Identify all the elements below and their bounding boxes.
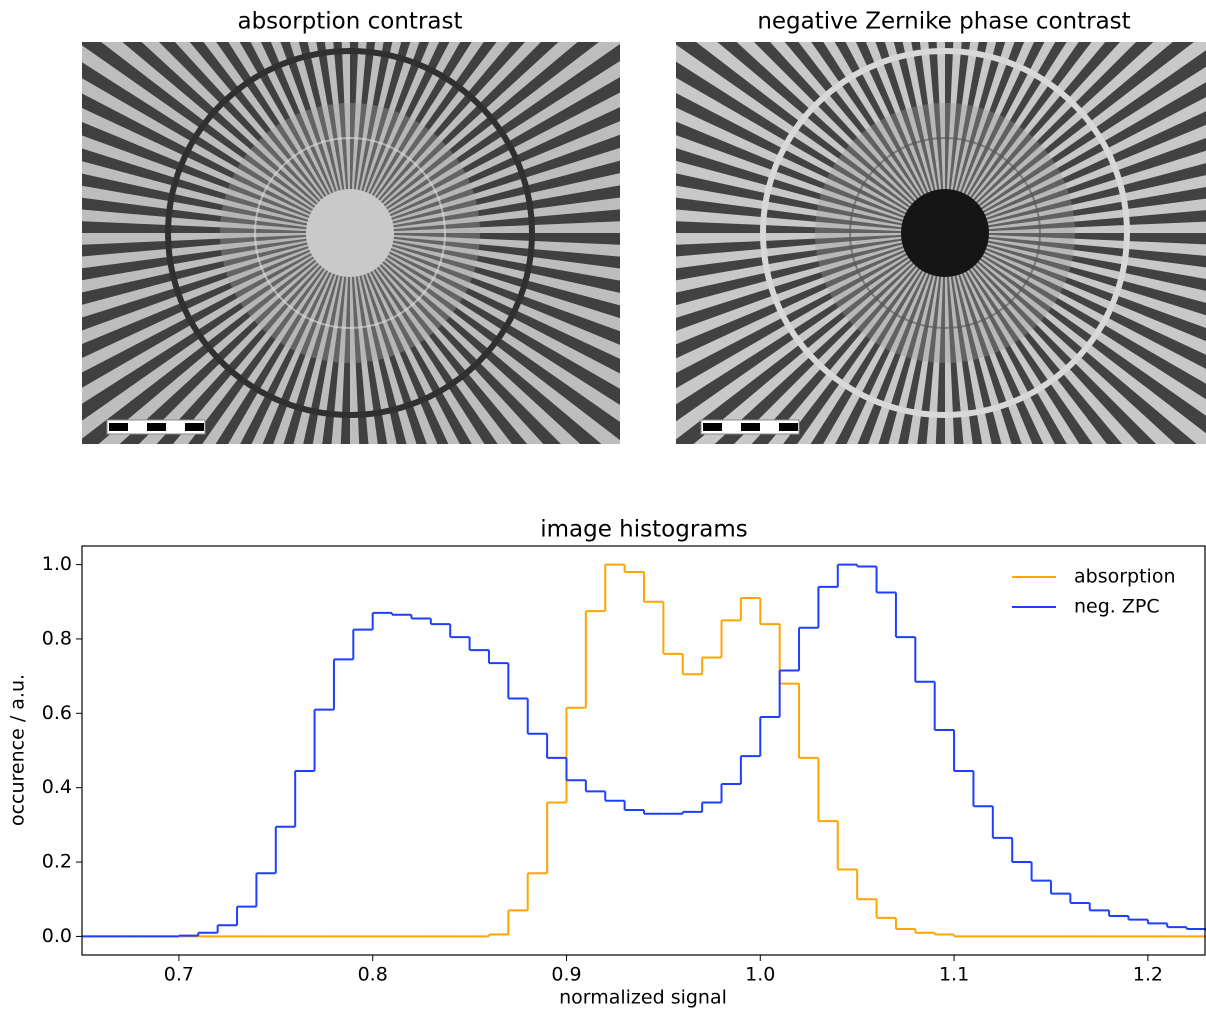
x-tick-label: 0.8 <box>358 964 388 986</box>
center <box>306 189 394 277</box>
scale-bar-segment <box>741 423 760 431</box>
scale-bar-segment <box>147 423 166 431</box>
figure: absorption contrast negative Zernike pha… <box>0 0 1206 1009</box>
center <box>901 189 989 277</box>
y-axis-label: occurence / a.u. <box>7 674 29 826</box>
panel-title: absorption contrast <box>237 9 462 35</box>
x-tick-label: 0.7 <box>164 964 194 986</box>
scale-bar-segment <box>779 423 798 431</box>
y-tick-label: 0.2 <box>42 851 72 873</box>
plot-area <box>82 565 1206 937</box>
x-tick-label: 1.2 <box>1133 964 1163 986</box>
chart-title: image histograms <box>540 517 748 543</box>
x-tick-label: 1.0 <box>745 964 775 986</box>
x-tick-label: 0.9 <box>551 964 581 986</box>
legend-label: neg. ZPC <box>1074 596 1160 618</box>
y-tick-label: 0.4 <box>42 776 72 798</box>
legend-label: absorption <box>1074 566 1176 588</box>
y-tick-label: 0.8 <box>42 627 72 649</box>
scale-bar-segment <box>703 423 722 431</box>
panel-title: negative Zernike phase contrast <box>757 9 1130 35</box>
x-axis-label: normalized signal <box>559 987 727 1009</box>
scale-bar-segment <box>185 423 204 431</box>
y-tick-label: 1.0 <box>42 553 72 575</box>
scale-bar-segment <box>109 423 128 431</box>
y-tick-label: 0.6 <box>42 702 72 724</box>
y-tick-label: 0.0 <box>42 925 72 947</box>
x-tick-label: 1.1 <box>939 964 969 986</box>
